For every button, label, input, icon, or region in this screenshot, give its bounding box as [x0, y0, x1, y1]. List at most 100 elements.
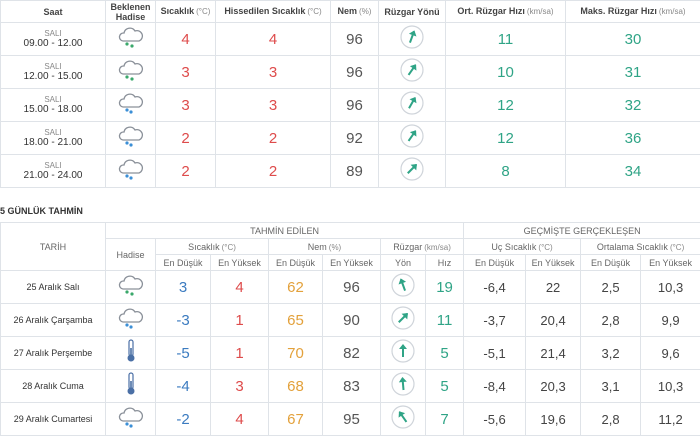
weather-icon	[118, 126, 143, 147]
temperature: 2	[155, 154, 216, 188]
header-label: Rüzgar	[393, 241, 423, 252]
section-title: 5 GÜNLÜK TAHMİN	[0, 206, 83, 216]
date: 29 Aralık Cumartesi	[0, 402, 106, 436]
humidity: 96	[330, 55, 379, 89]
feels-like: 2	[215, 121, 331, 155]
group-header: TAHMİN EDİLEN	[104, 222, 465, 239]
hourly-row: SALI 18.00 - 21.00 2 2 92 12 36	[0, 121, 700, 155]
column-header: Uç Sıcaklık (°C)	[463, 238, 582, 255]
extreme-low: -5,6	[463, 402, 527, 436]
date: 25 Aralık Salı	[0, 270, 106, 304]
header-unit: (km/sa)	[658, 7, 686, 16]
max-wind: 30	[565, 22, 700, 56]
extreme-high: 20,3	[525, 369, 582, 403]
extreme-low: -5,1	[463, 336, 527, 370]
wind-direction	[378, 22, 446, 56]
extreme-low: -3,7	[463, 303, 527, 337]
forecast-row: 28 Aralık Cuma -4 3 68 83 5 -8,4 20,3 3,1 10,3	[0, 369, 700, 403]
wind-direction-icon	[391, 272, 415, 297]
wind-direction	[378, 154, 446, 188]
wind-speed: 11	[424, 303, 465, 337]
extreme-low: -6,4	[463, 270, 527, 304]
event-cell	[105, 303, 156, 337]
hourly-row: SALI 21.00 - 24.00 2 2 89 8 34	[0, 154, 700, 188]
humidity-high: 90	[322, 303, 381, 337]
day: SALI	[44, 95, 62, 104]
avg-wind: 12	[445, 121, 566, 155]
humidity-low: 67	[268, 402, 323, 436]
average-high: 11,2	[640, 402, 700, 436]
column-header: Hissedilen Sıcaklık (°C)	[215, 0, 331, 23]
wind-direction	[380, 303, 426, 337]
feels-like: 4	[215, 22, 331, 56]
header-label: Hissedilen Sıcaklık	[224, 6, 306, 16]
header-label: Saat	[43, 6, 63, 17]
temp-low: -3	[155, 303, 211, 337]
event-cell	[105, 22, 156, 56]
time-cell: SALI 21.00 - 24.00	[0, 154, 106, 188]
extreme-high: 20,4	[525, 303, 582, 337]
wind-direction-icon	[400, 123, 424, 148]
day: SALI	[44, 128, 62, 137]
extreme-low: -8,4	[463, 369, 527, 403]
header-label: Maks. Rüzgar Hızı	[580, 6, 657, 16]
event-cell	[105, 154, 156, 188]
column-header: Ortalama Sıcaklık (°C)	[580, 238, 700, 255]
forecast-row: 26 Aralık Çarşamba -3 1 65 90 11 -3,7 20,4 2,8 9,…	[0, 303, 700, 337]
sub-header: Yön	[380, 254, 426, 271]
temp-low: 3	[155, 270, 211, 304]
temp-high: 3	[210, 369, 269, 403]
humidity-low: 70	[268, 336, 323, 370]
wind-direction-icon	[400, 156, 424, 181]
time-cell: SALI 12.00 - 15.00	[0, 55, 106, 89]
humidity-high: 83	[322, 369, 381, 403]
hourly-row: SALI 12.00 - 15.00 3 3 96 10 31	[0, 55, 700, 89]
humidity: 89	[330, 154, 379, 188]
header-unit: (°C)	[221, 242, 236, 252]
header-label: Ortalama Sıcaklık	[596, 241, 668, 252]
header-label: Beklenen Hadise	[110, 1, 151, 22]
event-cell	[105, 88, 156, 122]
humidity-high: 95	[322, 402, 381, 436]
average-high: 10,3	[640, 369, 700, 403]
wind-direction-icon	[391, 404, 415, 429]
humidity-low: 65	[268, 303, 323, 337]
feels-like: 3	[215, 88, 331, 122]
wind-direction	[378, 55, 446, 89]
max-wind: 32	[565, 88, 700, 122]
average-low: 2,8	[580, 402, 642, 436]
weather-icon	[118, 27, 143, 48]
humidity: 92	[330, 121, 379, 155]
date: 28 Aralık Cuma	[0, 369, 106, 403]
date: 27 Aralık Perşembe	[0, 336, 106, 370]
header-label: Nem	[337, 6, 358, 16]
header-unit: (%)	[359, 7, 372, 16]
weather-icon	[118, 159, 143, 180]
column-header: Sıcaklık (°C)	[155, 238, 269, 255]
humidity: 96	[330, 22, 379, 56]
thermometer-icon	[127, 371, 134, 394]
time-cell: SALI 18.00 - 21.00	[0, 121, 106, 155]
header-unit: (km/sa)	[424, 242, 451, 252]
wind-speed: 7	[424, 402, 465, 436]
temperature: 4	[155, 22, 216, 56]
temperature: 2	[155, 121, 216, 155]
column-header: Beklenen Hadise	[105, 0, 156, 23]
humidity-low: 62	[268, 270, 323, 304]
feels-like: 2	[215, 154, 331, 188]
time-cell: SALI 09.00 - 12.00	[0, 22, 106, 56]
wind-direction	[380, 270, 426, 304]
column-header: Nem (%)	[330, 0, 379, 23]
sub-header: Hız	[424, 254, 465, 271]
average-low: 2,8	[580, 303, 642, 337]
time: 21.00 - 24.00	[23, 170, 83, 181]
time: 09.00 - 12.00	[23, 38, 83, 49]
temperature: 3	[155, 88, 216, 122]
sub-header: En Yüksek	[210, 254, 269, 271]
header-unit: (°C)	[196, 7, 211, 16]
column-header: Saat	[0, 0, 106, 23]
humidity-high: 82	[322, 336, 381, 370]
wind-direction-icon	[391, 305, 415, 330]
event-cell	[105, 55, 156, 89]
